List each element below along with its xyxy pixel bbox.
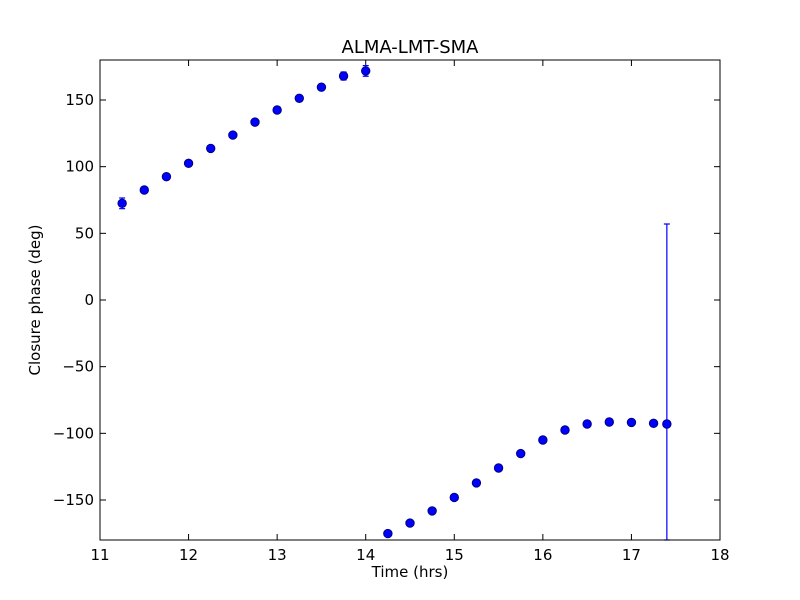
y-tick-label: 50 [75, 224, 94, 242]
data-point [516, 448, 526, 459]
y-tick-label: 150 [65, 91, 94, 109]
data-point [228, 130, 238, 140]
x-tick-label: 13 [268, 546, 287, 564]
data-point-group [516, 448, 526, 459]
data-point-group [206, 143, 216, 154]
data-point [338, 71, 349, 81]
y-tick-label: 100 [65, 158, 94, 176]
x-tick-label: 15 [445, 546, 464, 564]
y-axis-label: Closure phase (deg) [26, 225, 44, 376]
data-point [316, 82, 327, 92]
data-point [383, 528, 393, 539]
plot-frame [99, 59, 721, 541]
x-axis: 11 12 13 14 15 16 17 18 [90, 60, 730, 564]
y-axis: −150 −100 −50 0 50 100 150 [53, 91, 720, 509]
data-point-group [272, 105, 282, 115]
data-point-group [405, 518, 415, 528]
data-point-group [383, 528, 393, 539]
data-point-group [449, 492, 459, 503]
data-point [604, 417, 614, 427]
data-point-group [183, 158, 194, 169]
data-point [560, 425, 570, 435]
x-tick-label: 12 [179, 546, 198, 564]
data-point [662, 419, 672, 429]
data-point [206, 143, 216, 154]
y-tick-label: −100 [53, 424, 94, 442]
data-point-group [560, 425, 570, 435]
data-point [361, 66, 371, 76]
data-point [471, 478, 482, 488]
data-point-group [316, 82, 327, 92]
y-tick-label: −50 [62, 358, 94, 376]
data-point-group [294, 93, 304, 103]
data-point-group [117, 197, 127, 210]
data-point [250, 117, 260, 127]
data-point [648, 418, 659, 429]
data-point [626, 417, 637, 428]
data-point-group [648, 418, 659, 429]
data-point [405, 518, 415, 528]
data-point-group [471, 478, 482, 488]
data-point-group [228, 130, 238, 140]
data-point-group [626, 417, 637, 428]
data-point-group [538, 435, 548, 445]
data-point [427, 506, 437, 516]
x-axis-label: Time (hrs) [371, 563, 449, 581]
data-point [294, 93, 304, 103]
data-point-group [161, 171, 172, 182]
data-point-group [493, 463, 504, 473]
data-point [493, 463, 504, 473]
data-point [139, 185, 149, 195]
x-tick-label: 18 [710, 546, 729, 564]
y-tick-label: 0 [84, 291, 94, 309]
data-point-group [338, 71, 349, 81]
data-point-group [662, 223, 672, 541]
x-tick-label: 11 [90, 546, 109, 564]
x-tick-label: 16 [533, 546, 552, 564]
data-point-group [361, 64, 371, 77]
data-point [582, 419, 592, 429]
data-point-group [604, 417, 614, 427]
x-tick-label: 17 [622, 546, 641, 564]
y-tick-label: −150 [53, 491, 94, 509]
data-point [538, 435, 548, 445]
data-point-group [427, 506, 437, 516]
data-point [183, 158, 194, 169]
chart-title: ALMA-LMT-SMA [342, 37, 480, 58]
x-tick-label: 14 [356, 546, 375, 564]
data-point-group [139, 185, 149, 195]
data-point [117, 198, 127, 209]
data-point-group [250, 117, 260, 127]
data-point [161, 171, 172, 182]
data-point-group [582, 419, 592, 429]
data-point [449, 492, 459, 503]
data-point [272, 105, 282, 115]
data-series [117, 64, 672, 541]
